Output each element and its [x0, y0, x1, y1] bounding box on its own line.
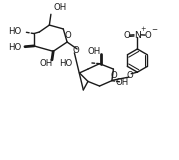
- Text: O: O: [126, 71, 133, 80]
- Text: O: O: [124, 31, 131, 40]
- Text: OH: OH: [88, 47, 101, 56]
- Text: N: N: [134, 31, 141, 40]
- Text: −: −: [151, 27, 157, 33]
- Text: O: O: [144, 31, 151, 40]
- Text: OH: OH: [53, 3, 66, 12]
- Text: O: O: [111, 71, 118, 80]
- Text: HO: HO: [8, 27, 22, 36]
- Text: +: +: [140, 26, 146, 32]
- Text: OH: OH: [40, 59, 53, 68]
- Text: HO: HO: [59, 59, 72, 68]
- Text: O: O: [72, 46, 79, 55]
- Text: O: O: [64, 31, 71, 40]
- Text: HO: HO: [8, 43, 22, 52]
- Text: OH: OH: [116, 78, 129, 88]
